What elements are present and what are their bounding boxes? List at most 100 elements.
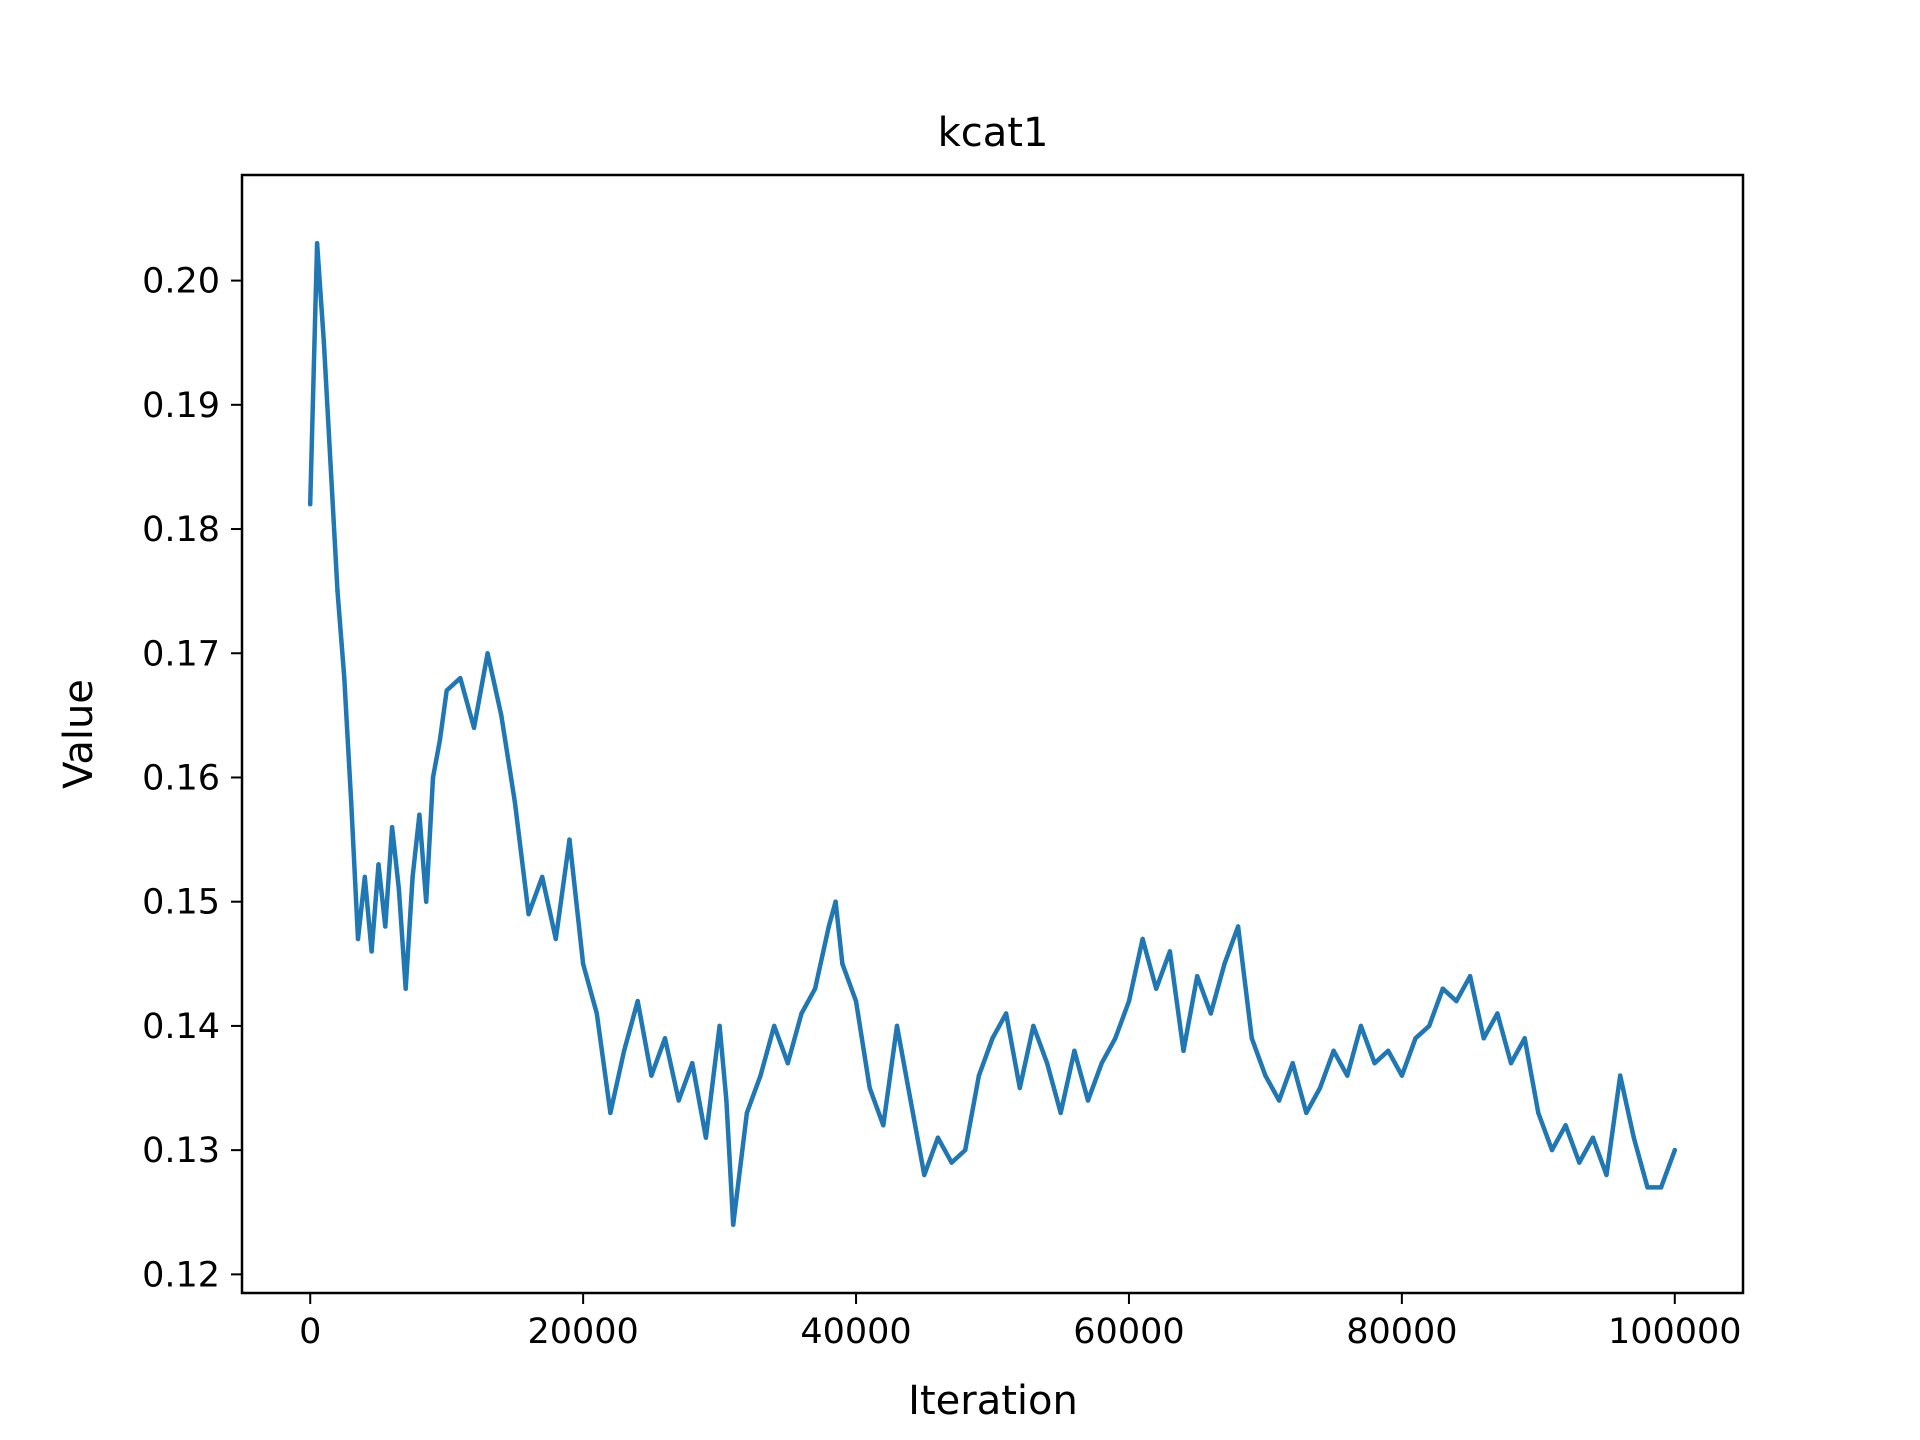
data-point [1386,1048,1391,1054]
data-point [1645,1185,1650,1190]
data-point [349,800,354,805]
data-point [369,949,374,954]
data-point [512,800,518,805]
data-point [724,1098,729,1103]
data-point [355,936,361,942]
data-point [1508,1061,1514,1066]
data-point [976,1073,982,1078]
data-point [485,651,490,656]
x-tick-label: 100000 [1608,1312,1742,1352]
y-tick-label: 0.14 [142,1007,220,1047]
data-point [567,837,572,842]
x-tick-label: 60000 [1073,1312,1184,1352]
plot-area [307,241,1678,1227]
data-point [553,936,558,942]
data-point [1317,1085,1323,1091]
y-tick-label: 0.12 [142,1255,220,1295]
data-point [342,675,347,681]
x-tick-label: 20000 [527,1312,638,1352]
data-point [499,713,504,718]
data-point [621,1048,627,1054]
data-point [321,340,327,345]
data-point [840,961,845,966]
data-point [1249,1036,1255,1041]
data-point [1085,1098,1091,1103]
data-point [1345,1073,1350,1078]
data-point [540,874,545,880]
data-point [881,1123,886,1128]
data-point [1044,1061,1050,1066]
data-point [812,986,818,991]
data-point [410,874,415,880]
data-point [1427,1023,1432,1029]
data-point [1003,1011,1009,1016]
data-point [437,738,443,743]
data-point [444,688,449,693]
plot-frame [240,173,1745,1295]
data-point [772,1023,777,1029]
data-point [833,899,838,904]
data-point [526,911,531,917]
data-point [1495,1011,1500,1016]
data-point [1099,1061,1104,1066]
data-point [662,1036,668,1041]
x-tick-label: 0 [299,1312,321,1352]
y-tick-label: 0.16 [142,758,220,798]
data-point [389,825,395,830]
data-point [1536,1110,1541,1116]
y-tick-label: 0.19 [142,386,220,426]
data-point [1263,1073,1268,1078]
data-point [328,464,333,470]
data-point [635,998,640,1004]
data-point [424,899,429,904]
data-point [1549,1147,1555,1153]
data-point [1413,1036,1418,1041]
data-point [396,887,402,892]
data-point [1563,1123,1568,1128]
x-tick-label: 40000 [800,1312,911,1352]
data-point [867,1085,872,1091]
data-point [1440,986,1446,991]
data-point [785,1061,790,1066]
data-point [1618,1073,1623,1078]
data-point [383,924,388,929]
y-tick-label: 0.18 [142,510,220,550]
data-point [1577,1160,1582,1165]
data-point [1154,986,1159,991]
data-point [908,1098,913,1103]
data-point [1113,1036,1118,1041]
data-point [1372,1061,1377,1066]
data-point [1140,936,1145,942]
data-point [1072,1048,1077,1054]
y-tick-label: 0.20 [142,262,220,302]
data-point [1031,1023,1036,1029]
x-axis-label: Iteration [908,1378,1078,1424]
data-point [1658,1185,1664,1190]
data-point [362,874,367,880]
data-point [1522,1036,1527,1041]
data-point [335,588,340,594]
data-point [963,1147,968,1153]
data-point [1235,924,1241,929]
axes: 0 20000 40000 60000 80000 100000 0.12 0.13 0.14 0… [142,262,1742,1352]
data-point [853,998,859,1004]
data-point [1331,1048,1336,1054]
data-point [471,725,477,730]
y-tick-label: 0.15 [142,883,220,923]
data-point [758,1073,763,1078]
data-point [717,1023,722,1029]
y-tick-label: 0.17 [142,634,220,674]
data-point [1454,998,1459,1004]
data-point [608,1110,613,1116]
data-point [949,1160,954,1165]
data-point [1304,1110,1309,1116]
data-point [403,986,408,991]
y-axis-label: Value [56,679,102,789]
data-point [376,862,381,867]
data-point [1590,1135,1596,1140]
data-point [990,1036,995,1041]
data-point [1358,1023,1364,1029]
data-point [458,675,463,681]
